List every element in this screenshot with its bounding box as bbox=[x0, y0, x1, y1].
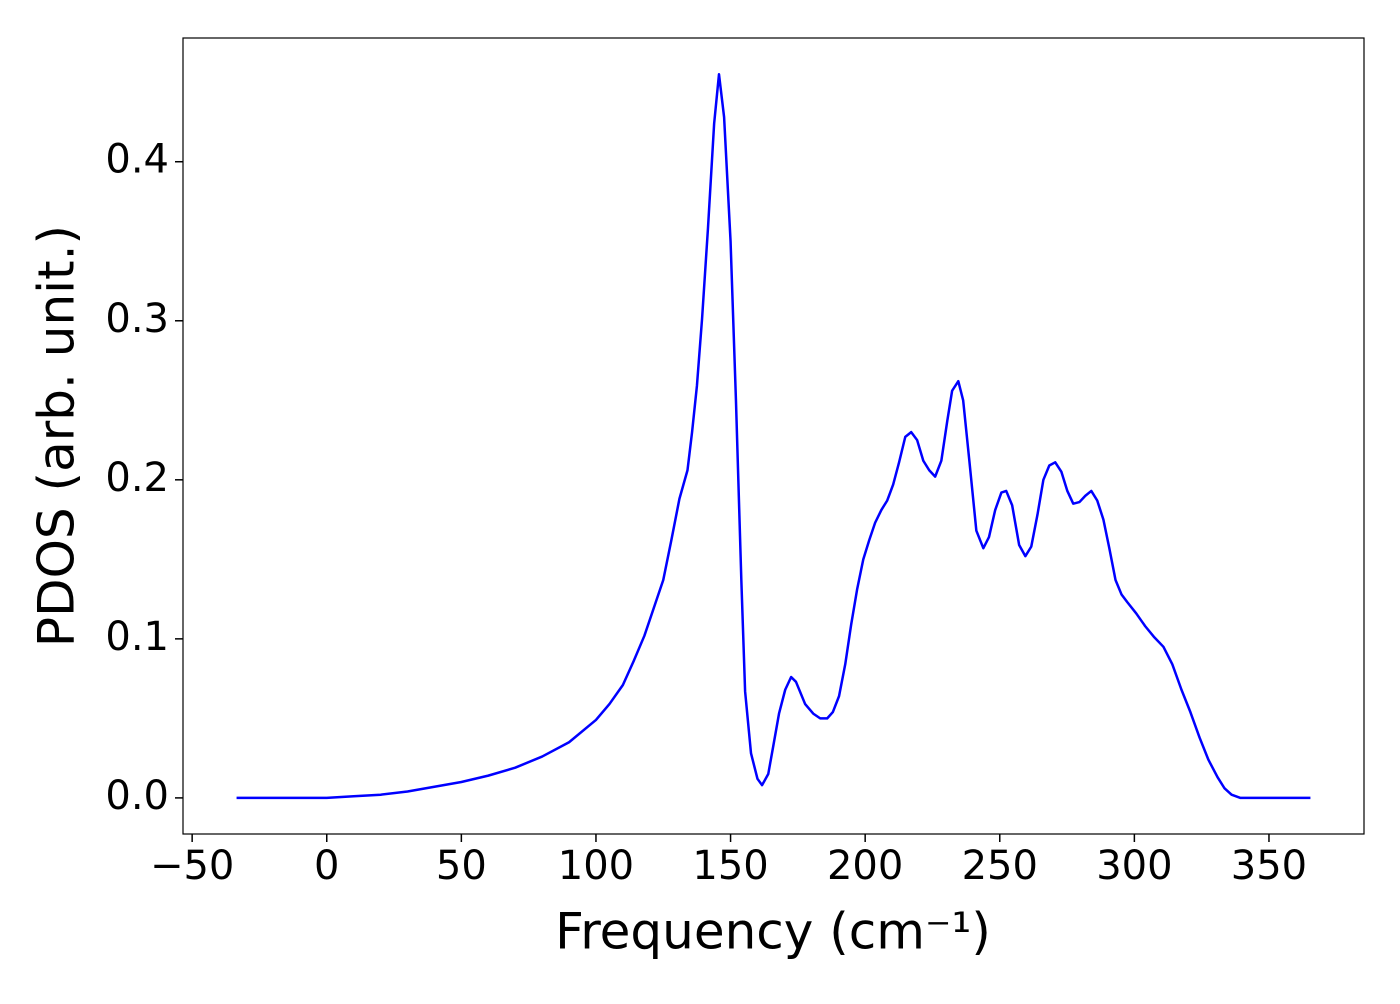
x-tick-label: −50 bbox=[150, 843, 234, 889]
x-tick-label: 350 bbox=[1231, 843, 1307, 889]
x-axis-label: Frequency (cm⁻¹) bbox=[555, 903, 991, 961]
x-tick-label: 300 bbox=[1096, 843, 1172, 889]
x-tick-label: 0 bbox=[314, 843, 339, 889]
y-axis-label: PDOS (arb. unit.) bbox=[28, 225, 86, 647]
y-tick-label: 0.2 bbox=[105, 455, 169, 501]
x-tick-label: 100 bbox=[558, 843, 634, 889]
x-tick-label: 150 bbox=[692, 843, 768, 889]
y-tick-label: 0.0 bbox=[105, 773, 169, 819]
x-tick-label: 50 bbox=[436, 843, 487, 889]
line-series bbox=[236, 73, 1311, 800]
x-tick-label: 250 bbox=[962, 843, 1038, 889]
x-tick-label: 200 bbox=[827, 843, 903, 889]
y-tick-label: 0.4 bbox=[105, 137, 169, 183]
plot-frame bbox=[182, 37, 1365, 835]
y-tick-label: 0.3 bbox=[105, 296, 169, 342]
y-tick-label: 0.1 bbox=[105, 614, 169, 660]
